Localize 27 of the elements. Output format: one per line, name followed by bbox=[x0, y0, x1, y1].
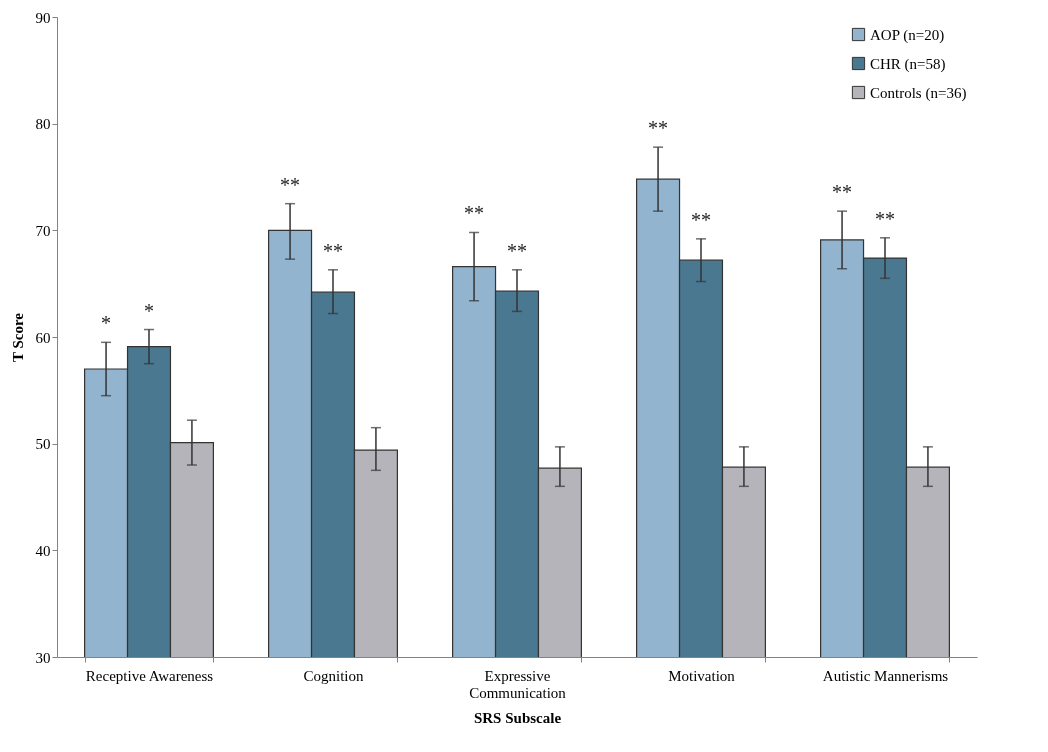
data-label: * bbox=[101, 312, 112, 335]
data-label: ** bbox=[875, 207, 895, 230]
y-tick-label: 70 bbox=[35, 222, 51, 239]
x-tick-label: Autistic Mannerisms bbox=[822, 667, 949, 684]
data-label: ** bbox=[323, 239, 343, 262]
x-tick-label: Motivation bbox=[668, 667, 736, 684]
legend-label: AOP (n=20) bbox=[870, 26, 945, 44]
data-label: ** bbox=[832, 181, 853, 204]
x-tick-label: Cognition bbox=[303, 667, 364, 684]
y-tick-label: 50 bbox=[35, 436, 51, 453]
data-label: ** bbox=[464, 202, 485, 225]
legend-label: Controls (n=36) bbox=[870, 84, 967, 102]
x-tick-label: Receptive Awareness bbox=[85, 667, 214, 684]
data-label: * bbox=[144, 299, 154, 322]
data-label: ** bbox=[507, 239, 527, 262]
y-tick-label: 90 bbox=[35, 9, 51, 26]
data-label: ** bbox=[648, 117, 669, 140]
x-tick-label: Expressive Communication bbox=[469, 667, 567, 701]
legend-label: CHR (n=58) bbox=[870, 55, 946, 73]
y-tick-label: 40 bbox=[35, 542, 51, 559]
y-tick-label: 30 bbox=[35, 649, 51, 666]
data-label: ** bbox=[691, 208, 711, 231]
y-tick-label: 60 bbox=[35, 329, 51, 346]
y-axis-title: T Score bbox=[9, 312, 26, 363]
data-label: ** bbox=[280, 173, 301, 196]
x-axis-title: SRS Subscale bbox=[473, 709, 562, 726]
y-tick-label: 80 bbox=[35, 116, 51, 133]
